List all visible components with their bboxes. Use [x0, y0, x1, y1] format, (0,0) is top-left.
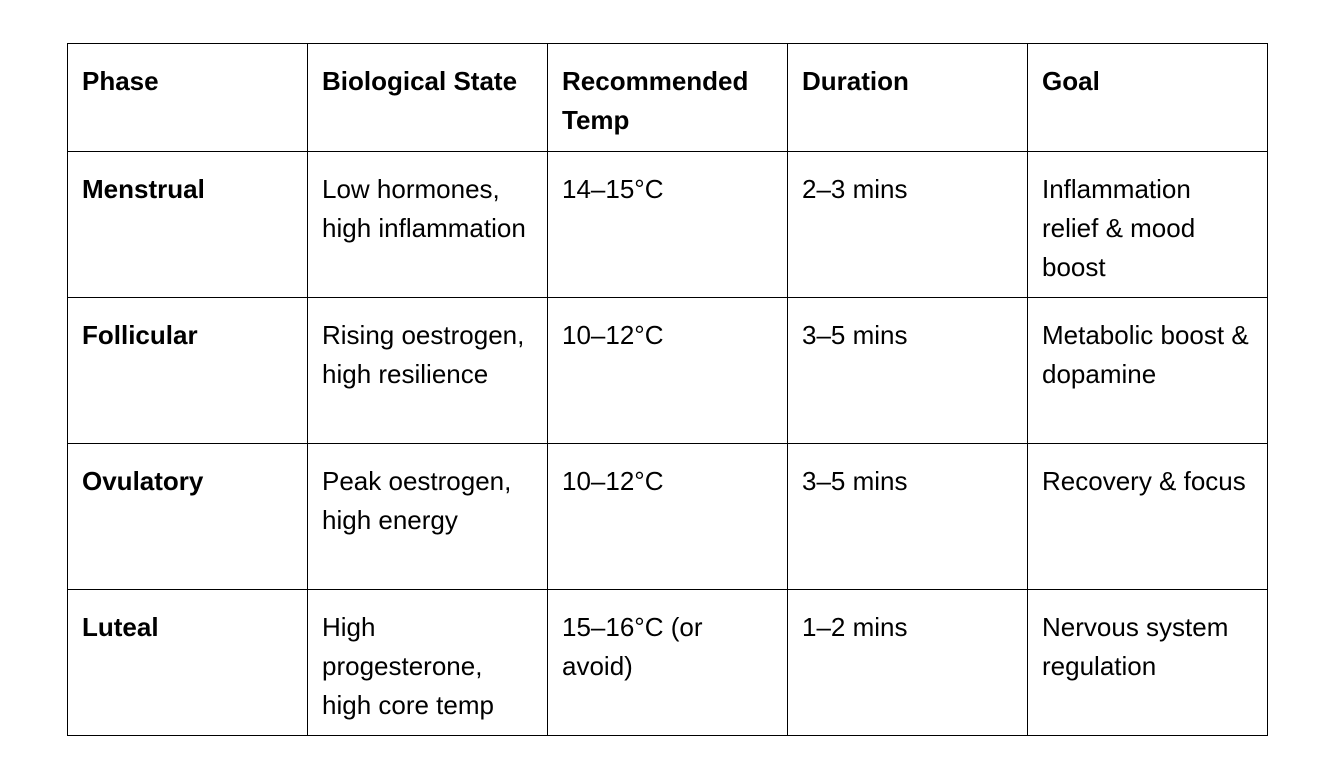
- table-row: Follicular Rising oestrogen, high resilie…: [67, 297, 1268, 444]
- table-cell: 3–5 mins: [787, 443, 1028, 590]
- table-cell: Recovery & focus: [1027, 443, 1268, 590]
- header-cell: Recommended Temp: [547, 43, 788, 152]
- table-row: Menstrual Low hormones, high inflammation…: [67, 151, 1268, 298]
- phase-cell: Follicular: [67, 297, 308, 444]
- table-cell: 10–12°C: [547, 443, 788, 590]
- table-cell: 2–3 mins: [787, 151, 1028, 298]
- header-row: Phase Biological State Recommended Temp Dur…: [67, 43, 1268, 152]
- table-body: Menstrual Low hormones, high inflammation…: [67, 151, 1268, 736]
- table-row: Luteal High progesterone, high core temp 1…: [67, 589, 1268, 736]
- table-cell: High progesterone, high core temp: [307, 589, 548, 736]
- header-cell: Biological State: [307, 43, 548, 152]
- table-row: Ovulatory Peak oestrogen, high energy 10–1…: [67, 443, 1268, 590]
- table-cell: Inflammation relief & mood boost: [1027, 151, 1268, 298]
- phase-cell: Menstrual: [67, 151, 308, 298]
- table-cell: 15–16°C (or avoid): [547, 589, 788, 736]
- phase-cell: Ovulatory: [67, 443, 308, 590]
- phase-cell: Luteal: [67, 589, 308, 736]
- table-cell: Nervous system regulation: [1027, 589, 1268, 736]
- cycle-table: Phase Biological State Recommended Temp Dur…: [67, 43, 1268, 736]
- table-cell: 10–12°C: [547, 297, 788, 444]
- table-cell: 1–2 mins: [787, 589, 1028, 736]
- table-cell: Rising oestrogen, high resilience: [307, 297, 548, 444]
- header-cell: Duration: [787, 43, 1028, 152]
- header-cell: Phase: [67, 43, 308, 152]
- header-cell: Goal: [1027, 43, 1268, 152]
- table-cell: Metabolic boost & dopamine: [1027, 297, 1268, 444]
- table-cell: Peak oestrogen, high energy: [307, 443, 548, 590]
- table-cell: 3–5 mins: [787, 297, 1028, 444]
- table-cell: 14–15°C: [547, 151, 788, 298]
- table-cell: Low hormones, high inflammation: [307, 151, 548, 298]
